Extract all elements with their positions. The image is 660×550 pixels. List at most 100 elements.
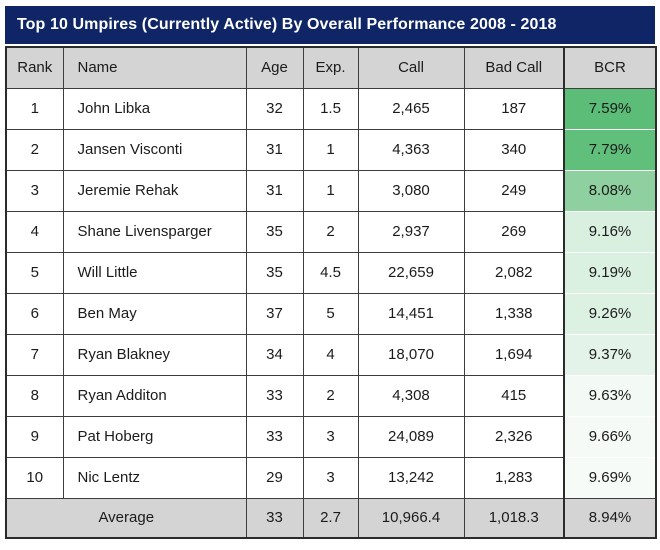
cell-bad-call: 187 [463,87,565,130]
cell-call: 2,937 [357,210,465,253]
table-row: 5 Will Little 35 4.5 22,659 2,082 9.19% [5,251,657,294]
table-row: 1 John Libka 32 1.5 2,465 187 7.59% [5,87,657,130]
cell-bad-call: 1,694 [463,333,565,376]
table-row: 7 Ryan Blakney 34 4 18,070 1,694 9.37% [5,333,657,376]
cell-bcr: 7.59% [563,87,657,130]
cell-name: Nic Lentz [62,456,247,499]
col-header-exp: Exp. [302,46,359,89]
table-row: 4 Shane Livensparger 35 2 2,937 269 9.16% [5,210,657,253]
col-header-bcr: BCR [563,46,657,89]
cell-name: Jeremie Rehak [62,169,247,212]
cell-name: Ryan Blakney [62,333,247,376]
cell-bad-call: 340 [463,128,565,171]
avg-bcr-cell: 8.94% [563,497,657,539]
umpires-table: Rank Name Age Exp. Call Bad Call BCR 1 Jo… [5,46,657,539]
cell-age: 37 [245,292,304,335]
cell-age: 32 [245,87,304,130]
table-body: 1 John Libka 32 1.5 2,465 187 7.59% 2 Jansen Vis… [5,87,657,499]
cell-rank: 4 [5,210,64,253]
cell-exp: 4 [302,333,359,376]
cell-rank: 5 [5,251,64,294]
cell-exp: 1 [302,128,359,171]
cell-call: 4,308 [357,374,465,417]
avg-age-cell: 33 [245,497,304,539]
cell-call: 14,451 [357,292,465,335]
col-header-rank: Rank [5,46,64,89]
table-row: 9 Pat Hoberg 33 3 24,089 2,326 9.66% [5,415,657,458]
cell-bcr: 8.08% [563,169,657,212]
cell-bcr: 7.79% [563,128,657,171]
avg-bad-call-cell: 1,018.3 [463,497,565,539]
cell-bcr: 9.16% [563,210,657,253]
cell-exp: 3 [302,415,359,458]
cell-bad-call: 1,283 [463,456,565,499]
cell-call: 4,363 [357,128,465,171]
cell-rank: 10 [5,456,64,499]
cell-rank: 1 [5,87,64,130]
cell-exp: 1.5 [302,87,359,130]
cell-name: Will Little [62,251,247,294]
header-row: Rank Name Age Exp. Call Bad Call BCR [5,46,657,89]
cell-call: 13,242 [357,456,465,499]
table-row: 8 Ryan Additon 33 2 4,308 415 9.63% [5,374,657,417]
cell-name: Jansen Visconti [62,128,247,171]
avg-call-cell: 10,966.4 [357,497,465,539]
cell-bcr: 9.37% [563,333,657,376]
cell-call: 22,659 [357,251,465,294]
cell-age: 33 [245,415,304,458]
cell-name: John Libka [62,87,247,130]
cell-rank: 7 [5,333,64,376]
table-row: 10 Nic Lentz 29 3 13,242 1,283 9.69% [5,456,657,499]
avg-label-cell: Average [5,497,247,539]
cell-exp: 3 [302,456,359,499]
cell-exp: 4.5 [302,251,359,294]
cell-age: 31 [245,128,304,171]
table-title: Top 10 Umpires (Currently Active) By Ove… [17,16,557,33]
table-title-bar: Top 10 Umpires (Currently Active) By Ove… [5,6,655,44]
col-header-name: Name [62,46,247,89]
cell-call: 24,089 [357,415,465,458]
cell-bad-call: 269 [463,210,565,253]
cell-exp: 2 [302,374,359,417]
cell-name: Ryan Additon [62,374,247,417]
cell-rank: 2 [5,128,64,171]
cell-age: 34 [245,333,304,376]
cell-exp: 2 [302,210,359,253]
cell-bcr: 9.66% [563,415,657,458]
cell-bad-call: 2,082 [463,251,565,294]
col-header-age: Age [245,46,304,89]
cell-bad-call: 1,338 [463,292,565,335]
cell-rank: 6 [5,292,64,335]
cell-bcr: 9.19% [563,251,657,294]
avg-exp-cell: 2.7 [302,497,359,539]
cell-name: Ben May [62,292,247,335]
cell-name: Pat Hoberg [62,415,247,458]
cell-age: 29 [245,456,304,499]
cell-age: 33 [245,374,304,417]
table-header: Rank Name Age Exp. Call Bad Call BCR [5,46,657,89]
cell-exp: 1 [302,169,359,212]
cell-bcr: 9.26% [563,292,657,335]
cell-call: 18,070 [357,333,465,376]
cell-call: 2,465 [357,87,465,130]
cell-bcr: 9.69% [563,456,657,499]
table-row: 2 Jansen Visconti 31 1 4,363 340 7.79% [5,128,657,171]
cell-age: 35 [245,210,304,253]
col-header-bad-call: Bad Call [463,46,565,89]
cell-bad-call: 415 [463,374,565,417]
cell-name: Shane Livensparger [62,210,247,253]
average-row: Average 33 2.7 10,966.4 1,018.3 8.94% [5,497,657,539]
cell-rank: 3 [5,169,64,212]
cell-rank: 9 [5,415,64,458]
cell-age: 35 [245,251,304,294]
cell-rank: 8 [5,374,64,417]
cell-call: 3,080 [357,169,465,212]
cell-bad-call: 2,326 [463,415,565,458]
cell-age: 31 [245,169,304,212]
cell-bad-call: 249 [463,169,565,212]
cell-bcr: 9.63% [563,374,657,417]
table-row: 6 Ben May 37 5 14,451 1,338 9.26% [5,292,657,335]
cell-exp: 5 [302,292,359,335]
table-row: 3 Jeremie Rehak 31 1 3,080 249 8.08% [5,169,657,212]
